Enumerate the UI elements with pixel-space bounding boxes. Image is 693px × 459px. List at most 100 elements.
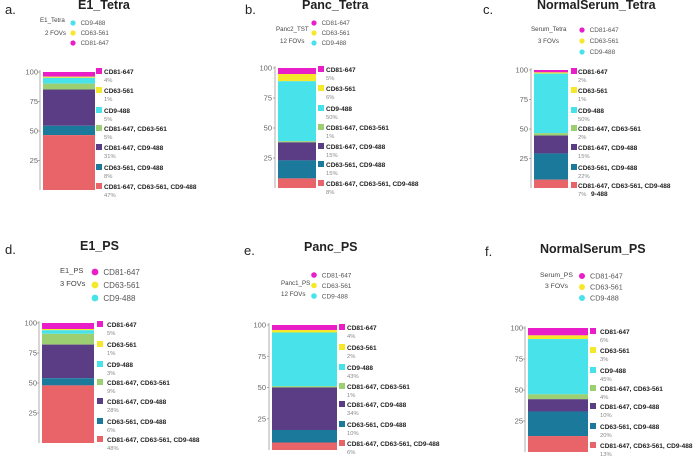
percent-label: 1% bbox=[326, 134, 334, 140]
panel-title: Panc_Tetra bbox=[302, 0, 370, 12]
category-label: CD81-647, CD63-561, CD9-488 bbox=[104, 184, 197, 191]
y-tick-label: 100 bbox=[510, 324, 523, 333]
bar-segment bbox=[272, 387, 337, 430]
bar-segment bbox=[534, 135, 568, 154]
category-swatch bbox=[571, 68, 577, 74]
percent-label: 34% bbox=[347, 411, 359, 417]
bar-segment bbox=[528, 436, 588, 452]
category-label: CD81-647, CD63-561, CD9-488 bbox=[600, 443, 693, 450]
y-tick-label: 75 bbox=[30, 97, 38, 106]
category-swatch bbox=[339, 440, 345, 446]
bar-segment bbox=[43, 77, 95, 84]
legend-marker bbox=[91, 281, 99, 289]
category-swatch bbox=[96, 125, 102, 131]
category-label: CD81-647, CD63-561, CD9-488 bbox=[578, 183, 671, 190]
panel-title: E1_PS bbox=[80, 239, 119, 253]
bar-segment bbox=[43, 76, 95, 78]
legend-marker bbox=[579, 273, 585, 279]
bar-segment bbox=[278, 81, 316, 142]
category-swatch bbox=[590, 385, 596, 391]
category-label: CD63-561 bbox=[104, 88, 134, 95]
legend-label: CD63-561 bbox=[322, 30, 351, 37]
category-swatch bbox=[318, 85, 324, 91]
bar-segment bbox=[42, 385, 94, 443]
panel-title: Panc_PS bbox=[304, 240, 358, 254]
category-swatch bbox=[96, 107, 102, 113]
percent-label: 15% bbox=[326, 171, 338, 177]
y-tick-label: 75 bbox=[29, 349, 37, 358]
sample-name: E1_Tetra bbox=[40, 17, 65, 24]
category-label: CD81-647, CD63-561 bbox=[600, 386, 663, 393]
category-label: CD81-647, CD9-488 bbox=[326, 144, 386, 151]
overlap-label: 9-488 bbox=[591, 191, 608, 198]
category-label: CD81-647, CD9-488 bbox=[104, 145, 164, 152]
category-label: CD63-561, CD9-488 bbox=[347, 422, 407, 429]
bar-segment bbox=[272, 430, 337, 443]
chart-panel: d. E1_PS E1_PS 3 FOVs CD81-647 CD63-561 CD9-48… bbox=[5, 239, 200, 452]
legend-label: CD81-647 bbox=[81, 40, 110, 47]
legend-marker bbox=[579, 284, 585, 290]
fov-count: 12 FOVs bbox=[281, 291, 305, 298]
legend-label: CD63-561 bbox=[103, 281, 140, 290]
fov-count: 12 FOVs bbox=[280, 38, 304, 45]
legend-label: CD9-488 bbox=[81, 20, 106, 27]
legend-label: CD81-647 bbox=[590, 272, 623, 281]
category-swatch bbox=[590, 328, 596, 334]
percent-label: 7% bbox=[578, 192, 586, 198]
bar-segment bbox=[43, 125, 95, 136]
legend-marker bbox=[311, 272, 317, 278]
percent-label: 45% bbox=[600, 377, 612, 383]
y-tick-label: 50 bbox=[258, 383, 266, 392]
y-tick-label: 25 bbox=[264, 154, 272, 163]
category-label: CD81-647 bbox=[578, 69, 608, 76]
category-swatch bbox=[97, 379, 103, 385]
category-label: CD81-647 bbox=[347, 325, 377, 332]
category-swatch bbox=[318, 161, 324, 167]
percent-label: 31% bbox=[104, 154, 116, 160]
percent-label: 4% bbox=[104, 78, 112, 84]
bar-segment bbox=[43, 72, 95, 77]
percent-label: 6% bbox=[600, 338, 608, 344]
bar-segment bbox=[42, 378, 94, 386]
category-swatch bbox=[96, 68, 102, 74]
panel-letter: c. bbox=[483, 2, 493, 17]
category-label: CD81-647, CD63-561, CD9-488 bbox=[347, 441, 440, 448]
legend-marker bbox=[579, 49, 585, 55]
category-swatch bbox=[571, 87, 577, 93]
y-tick-label: 50 bbox=[515, 386, 523, 395]
bar-segment bbox=[534, 70, 568, 73]
fov-count: 3 FOVs bbox=[538, 38, 559, 45]
category-label: CD81-647, CD63-561 bbox=[107, 380, 170, 387]
category-swatch bbox=[590, 367, 596, 373]
legend-label: CD9-488 bbox=[322, 40, 347, 47]
panel-title: NormalSerum_PS bbox=[540, 242, 646, 256]
panel-letter: a. bbox=[5, 2, 16, 17]
y-tick-label: 100 bbox=[24, 319, 37, 328]
y-tick-label: 25 bbox=[515, 417, 523, 426]
legend-label: CD9-488 bbox=[590, 294, 619, 303]
percent-label: 5% bbox=[107, 331, 115, 337]
chart-panel: c. NormalSerum_Tetra Serum_Tetra 3 FOVs CD81… bbox=[483, 0, 671, 198]
category-label: CD63-561 bbox=[326, 86, 356, 93]
category-label: CD81-647, CD63-561 bbox=[578, 126, 641, 133]
bar-segment bbox=[534, 179, 568, 188]
percent-label: 5% bbox=[104, 117, 112, 123]
chart-panel: f. NormalSerum_PS Serum_PS 3 FOVs CD81-647 CD… bbox=[485, 242, 693, 458]
bar-segment bbox=[528, 339, 588, 395]
bar-segment bbox=[43, 83, 95, 90]
percent-label: 48% bbox=[107, 446, 119, 452]
legend-marker bbox=[311, 293, 317, 299]
y-tick-label: 25 bbox=[30, 156, 38, 165]
category-swatch bbox=[339, 324, 345, 330]
y-tick-label: 75 bbox=[258, 352, 266, 361]
fov-count: 3 FOVs bbox=[60, 279, 86, 288]
legend-marker bbox=[91, 268, 99, 276]
panel-title: NormalSerum_Tetra bbox=[537, 0, 657, 12]
bar-segment bbox=[278, 178, 316, 188]
category-label: CD81-647, CD63-561 bbox=[104, 126, 167, 133]
chart-panel: a. E1_Tetra E1_Tetra 2 FOVs CD9-488 CD63-561 C… bbox=[5, 0, 197, 199]
legend-label: CD63-561 bbox=[590, 283, 623, 292]
category-swatch bbox=[96, 144, 102, 150]
category-swatch bbox=[318, 66, 324, 72]
